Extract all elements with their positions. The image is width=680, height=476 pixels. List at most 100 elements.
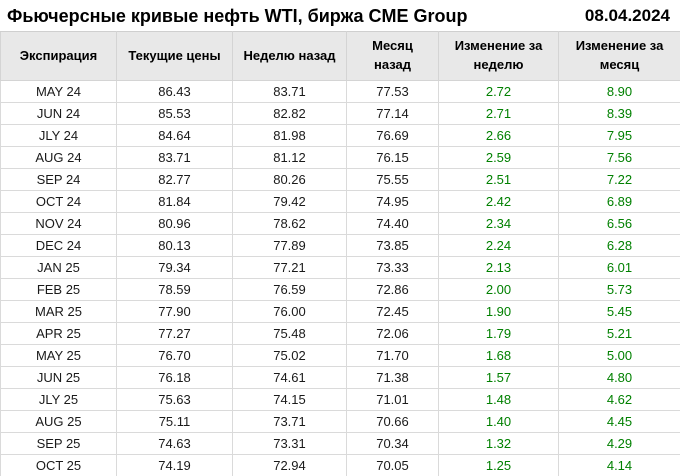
column-header-2: Неделю назад [232,31,347,81]
expiration-cell: JUN 24 [0,102,117,125]
value-cell: 6.56 [558,212,680,235]
value-cell: 77.14 [346,102,439,125]
value-cell: 5.45 [558,300,680,323]
table-row: SEP 25 74.63 73.31 70.34 1.32 4.29 [0,432,680,455]
column-header-5: Изменение за месяц [558,31,680,81]
value-cell: 7.95 [558,124,680,147]
table-row: JLY 24 84.64 81.98 76.69 2.66 7.95 [0,124,680,147]
value-cell: 5.21 [558,322,680,345]
expiration-cell: SEP 25 [0,432,117,455]
value-cell: 2.13 [438,256,559,279]
expiration-cell: APR 25 [0,322,117,345]
expiration-cell: AUG 24 [0,146,117,169]
value-cell: 81.12 [232,146,347,169]
table-row: OCT 24 81.84 79.42 74.95 2.42 6.89 [0,190,680,213]
expiration-cell: FEB 25 [0,278,117,301]
futures-table-header: Экспирация Текущие цены Неделю назад Месяц … [0,31,680,81]
value-cell: 5.00 [558,344,680,367]
value-cell: 2.34 [438,212,559,235]
table-row: FEB 25 78.59 76.59 72.86 2.00 5.73 [0,278,680,301]
value-cell: 2.72 [438,80,559,103]
value-cell: 4.80 [558,366,680,389]
value-cell: 71.38 [346,366,439,389]
value-cell: 4.29 [558,432,680,455]
value-cell: 4.62 [558,388,680,411]
value-cell: 2.24 [438,234,559,257]
value-cell: 2.42 [438,190,559,213]
table-row: APR 25 77.27 75.48 72.06 1.79 5.21 [0,322,680,345]
value-cell: 76.18 [116,366,233,389]
value-cell: 76.15 [346,146,439,169]
value-cell: 77.90 [116,300,233,323]
value-cell: 75.63 [116,388,233,411]
value-cell: 71.70 [346,344,439,367]
value-cell: 74.19 [116,454,233,476]
value-cell: 77.27 [116,322,233,345]
value-cell: 80.96 [116,212,233,235]
expiration-cell: MAY 24 [0,80,117,103]
expiration-cell: SEP 24 [0,168,117,191]
value-cell: 6.01 [558,256,680,279]
expiration-cell: MAY 25 [0,344,117,367]
value-cell: 78.59 [116,278,233,301]
value-cell: 73.85 [346,234,439,257]
value-cell: 1.68 [438,344,559,367]
value-cell: 81.98 [232,124,347,147]
value-cell: 6.28 [558,234,680,257]
value-cell: 75.11 [116,410,233,433]
value-cell: 86.43 [116,80,233,103]
value-cell: 82.82 [232,102,347,125]
table-row: SEP 24 82.77 80.26 75.55 2.51 7.22 [0,168,680,191]
value-cell: 79.42 [232,190,347,213]
expiration-cell: AUG 25 [0,410,117,433]
value-cell: 6.89 [558,190,680,213]
value-cell: 1.57 [438,366,559,389]
table-row: NOV 24 80.96 78.62 74.40 2.34 6.56 [0,212,680,235]
table-row: AUG 25 75.11 73.71 70.66 1.40 4.45 [0,410,680,433]
expiration-cell: DEC 24 [0,234,117,257]
value-cell: 1.40 [438,410,559,433]
value-cell: 76.70 [116,344,233,367]
value-cell: 7.22 [558,168,680,191]
value-cell: 78.62 [232,212,347,235]
value-cell: 70.34 [346,432,439,455]
table-row: OCT 25 74.19 72.94 70.05 1.25 4.14 [0,454,680,476]
value-cell: 72.06 [346,322,439,345]
futures-table-body: MAY 24 86.43 83.71 77.53 2.72 8.90 JUN 24 85.53… [0,80,680,476]
table-row: DEC 24 80.13 77.89 73.85 2.24 6.28 [0,234,680,257]
table-row: MAR 25 77.90 76.00 72.45 1.90 5.45 [0,300,680,323]
value-cell: 77.21 [232,256,347,279]
value-cell: 1.48 [438,388,559,411]
value-cell: 73.71 [232,410,347,433]
value-cell: 75.55 [346,168,439,191]
value-cell: 1.90 [438,300,559,323]
value-cell: 1.25 [438,454,559,476]
value-cell: 81.84 [116,190,233,213]
value-cell: 83.71 [232,80,347,103]
column-header-3: Месяц назад [346,31,439,81]
expiration-cell: JAN 25 [0,256,117,279]
value-cell: 74.95 [346,190,439,213]
value-cell: 2.00 [438,278,559,301]
value-cell: 79.34 [116,256,233,279]
value-cell: 2.51 [438,168,559,191]
value-cell: 5.73 [558,278,680,301]
value-cell: 7.56 [558,146,680,169]
table-row: JUN 25 76.18 74.61 71.38 1.57 4.80 [0,366,680,389]
table-row: JLY 25 75.63 74.15 71.01 1.48 4.62 [0,388,680,411]
value-cell: 75.02 [232,344,347,367]
value-cell: 4.45 [558,410,680,433]
page-title: Фьючерсные кривые нефть WTI, биржа CME G… [7,6,468,26]
table-row: JUN 24 85.53 82.82 77.14 2.71 8.39 [0,102,680,125]
futures-table: Экспирация Текущие цены Неделю назад Месяц … [0,31,680,476]
value-cell: 2.71 [438,102,559,125]
table-row: AUG 24 83.71 81.12 76.15 2.59 7.56 [0,146,680,169]
value-cell: 73.31 [232,432,347,455]
expiration-cell: MAR 25 [0,300,117,323]
column-header-4: Изменение за неделю [438,31,559,81]
value-cell: 74.63 [116,432,233,455]
table-row: JAN 25 79.34 77.21 73.33 2.13 6.01 [0,256,680,279]
header-row: Экспирация Текущие цены Неделю назад Месяц … [0,31,680,81]
expiration-cell: NOV 24 [0,212,117,235]
